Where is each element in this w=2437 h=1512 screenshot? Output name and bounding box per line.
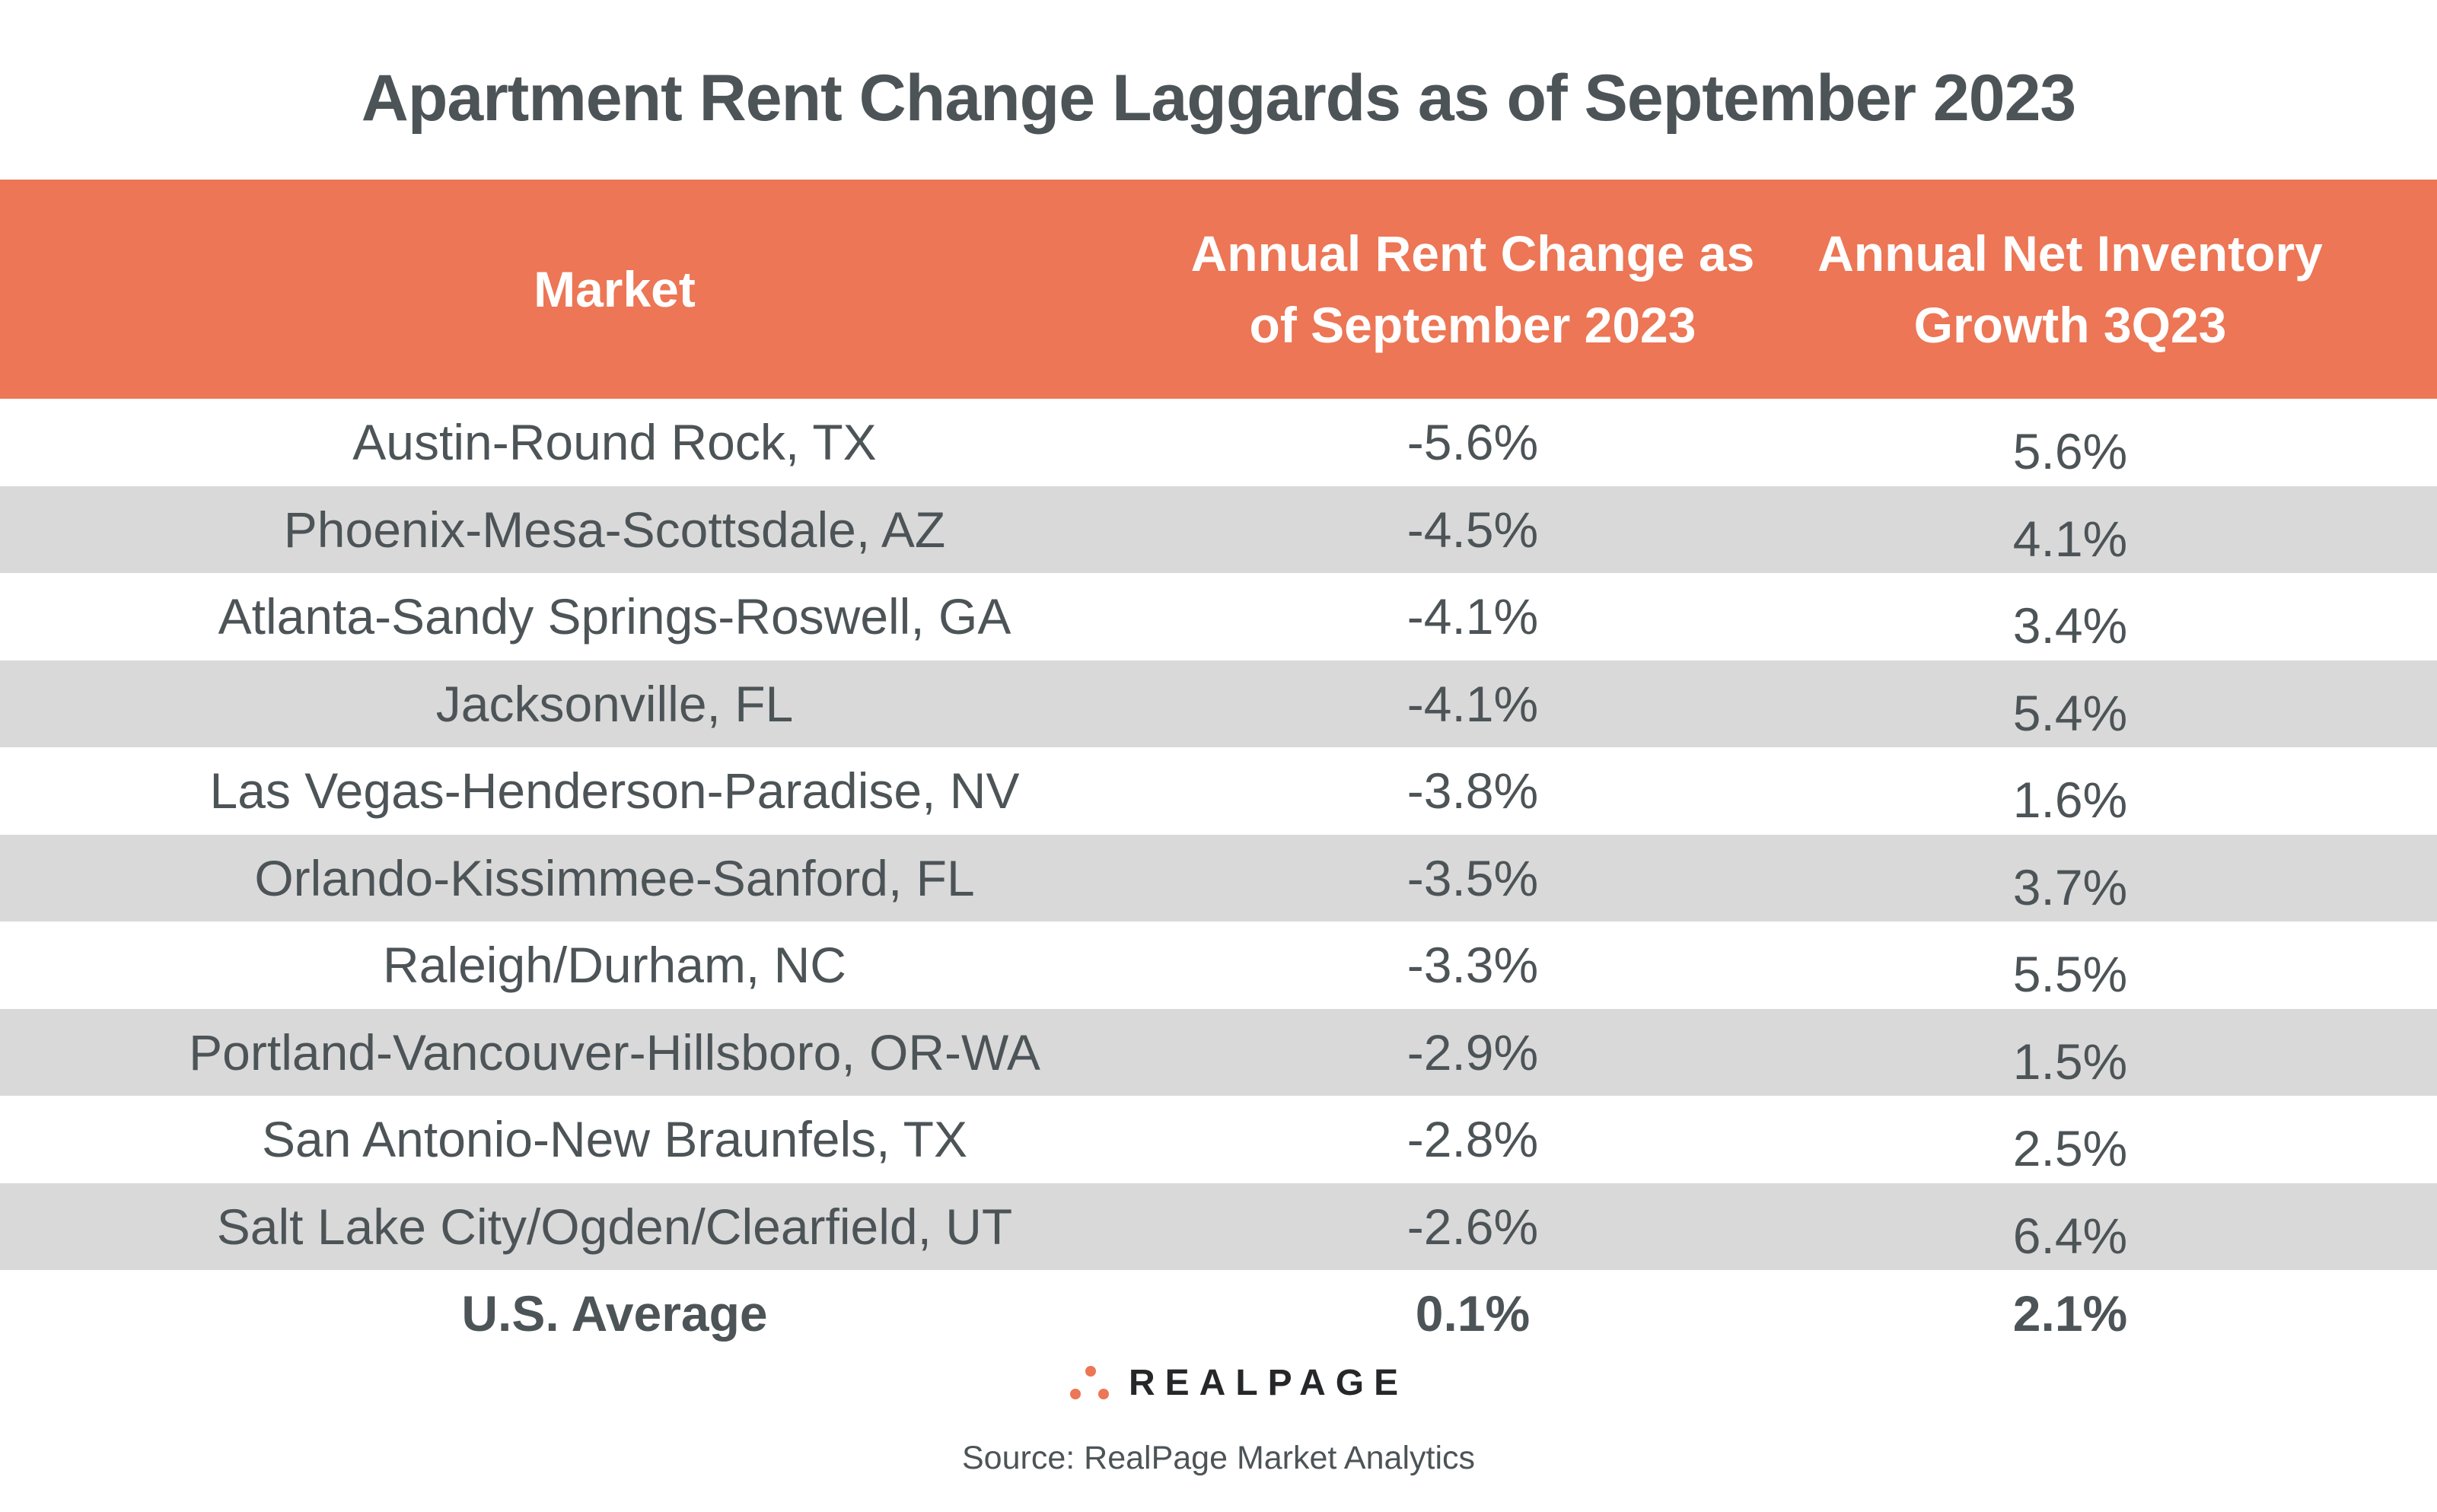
market-cell: Salt Lake City/Ogden/Clearfield, UT <box>216 1198 1013 1255</box>
table-header: Market Annual Rent Change as of Septembe… <box>0 180 2437 399</box>
table-row: Atlanta-Sandy Springs-Roswell, GA -4.1% 3.… <box>0 573 2437 661</box>
table-row: Jacksonville, FL -4.1% 5.4% <box>0 660 2437 747</box>
page-title: Apartment Rent Change Laggards as of Sep… <box>361 62 2076 135</box>
inventory-growth-cell: 2.1% <box>2012 1285 2128 1342</box>
rent-change-cell: -2.6% <box>1406 1198 1539 1255</box>
header-inventory-growth: Annual Net Inventory Growth 3Q23 <box>1766 180 2375 399</box>
rent-change-cell: 0.1% <box>1415 1285 1531 1342</box>
rent-change-cell: -4.5% <box>1406 501 1539 558</box>
table-body: Austin-Round Rock, TX -5.6% 5.6% Phoenix-Me… <box>0 399 2437 1358</box>
market-cell: Raleigh/Durham, NC <box>383 937 846 993</box>
header-rent-change-label: Annual Rent Change as of September 2023 <box>1190 225 1755 353</box>
inventory-growth-cell: 5.5% <box>2012 946 2128 1002</box>
table-row: Las Vegas-Henderson-Paradise, NV -3.8% 1.6… <box>0 747 2437 835</box>
table-row: Raleigh/Durham, NC -3.3% 5.5% <box>0 922 2437 1009</box>
rent-change-cell: -3.3% <box>1406 937 1539 993</box>
table-row: Salt Lake City/Ogden/Clearfield, UT -2.6%… <box>0 1183 2437 1270</box>
average-row: U.S. Average 0.1% 2.1% <box>0 1270 2437 1358</box>
market-cell: Las Vegas-Henderson-Paradise, NV <box>209 762 1020 819</box>
realpage-logo: REALPAGE <box>1069 1362 1408 1404</box>
inventory-growth-cell: 5.6% <box>2012 423 2128 479</box>
table-row: Austin-Round Rock, TX -5.6% 5.6% <box>0 399 2437 486</box>
rent-change-cell: -5.6% <box>1406 414 1539 470</box>
rent-change-cell: -3.5% <box>1406 849 1539 906</box>
logo-text: REALPAGE <box>1129 1363 1409 1403</box>
inventory-growth-cell: 1.6% <box>2012 772 2128 828</box>
inventory-growth-cell: 1.5% <box>2012 1033 2128 1090</box>
rent-change-cell: -2.8% <box>1406 1111 1539 1167</box>
source-note: Source: RealPage Market Analytics <box>962 1440 1475 1476</box>
inventory-growth-cell: 5.4% <box>2012 684 2128 741</box>
market-cell: U.S. Average <box>461 1285 768 1342</box>
table-row: Portland-Vancouver-Hillsboro, OR-WA -2.9%… <box>0 1008 2437 1096</box>
table-row: Phoenix-Mesa-Scottsdale, AZ -4.5% 4.1% <box>0 485 2437 573</box>
market-cell: Atlanta-Sandy Springs-Roswell, GA <box>218 588 1011 645</box>
three-dots-logo-icon <box>1070 1365 1109 1399</box>
inventory-growth-cell: 4.1% <box>2012 510 2128 567</box>
market-cell: Orlando-Kissimmee-Sanford, FL <box>254 849 975 906</box>
header-inventory-growth-label: Annual Net Inventory Growth 3Q23 <box>1817 225 2323 353</box>
inventory-growth-cell: 6.4% <box>2012 1207 2128 1264</box>
inventory-growth-cell: 3.7% <box>2012 858 2128 915</box>
market-cell: San Antonio-New Braunfels, TX <box>262 1111 967 1167</box>
header-market: Market <box>534 261 696 317</box>
rent-change-cell: -3.8% <box>1406 762 1539 819</box>
table-row: Orlando-Kissimmee-Sanford, FL -3.5% 3.7% <box>0 834 2437 922</box>
market-cell: Phoenix-Mesa-Scottsdale, AZ <box>283 501 946 558</box>
rent-change-cell: -4.1% <box>1406 588 1539 645</box>
table-row: San Antonio-New Braunfels, TX -2.8% 2.5% <box>0 1096 2437 1183</box>
rent-change-cell: -2.9% <box>1406 1023 1539 1081</box>
inventory-growth-cell: 3.4% <box>2012 597 2128 654</box>
market-cell: Austin-Round Rock, TX <box>352 414 877 470</box>
header-rent-change: Annual Rent Change as of September 2023 <box>1168 180 1777 399</box>
market-cell: Portland-Vancouver-Hillsboro, OR-WA <box>189 1023 1040 1081</box>
rent-change-cell: -4.1% <box>1406 675 1539 732</box>
inventory-growth-cell: 2.5% <box>2012 1120 2128 1176</box>
market-cell: Jacksonville, FL <box>435 675 794 732</box>
